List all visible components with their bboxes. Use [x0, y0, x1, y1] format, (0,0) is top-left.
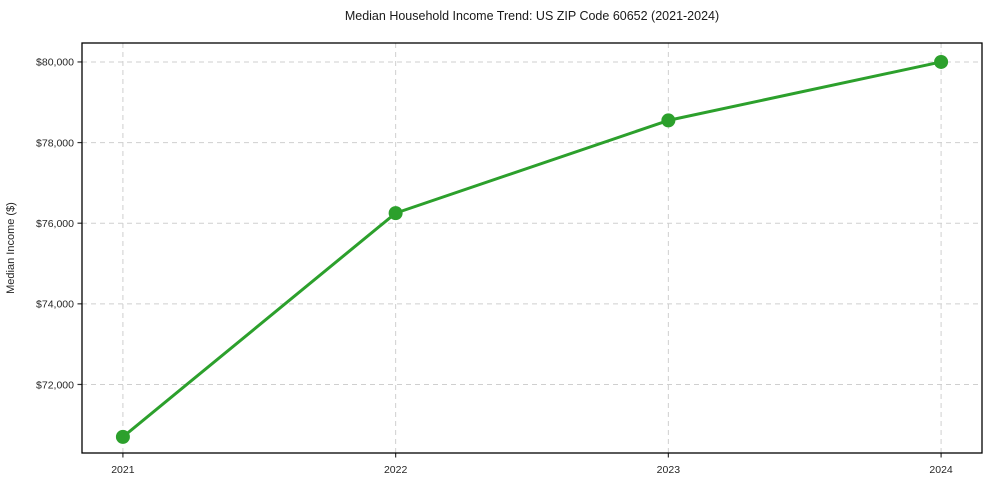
y-tick-label: $74,000	[36, 299, 74, 311]
y-tick-label: $72,000	[36, 379, 74, 391]
x-tick-label: 2021	[111, 464, 135, 476]
y-tick-labels: $72,000 $74,000 $76,000 $78,000 $80,000	[36, 57, 74, 392]
data-point	[115, 429, 130, 444]
trend-line	[121, 60, 943, 439]
axis-ticks	[77, 61, 942, 458]
y-axis-label: Median Income ($)	[5, 202, 17, 294]
x-tick-label: 2022	[384, 464, 408, 476]
data-points	[115, 54, 949, 444]
y-tick-label: $76,000	[36, 218, 74, 230]
chart-title: Median Household Income Trend: US ZIP Co…	[345, 9, 719, 23]
x-tick-labels: 2021 2022 2023 2024	[111, 464, 953, 476]
x-tick-label: 2023	[657, 464, 681, 476]
y-tick-label: $78,000	[36, 137, 74, 149]
data-point	[388, 206, 403, 221]
plot-border	[81, 42, 983, 454]
data-point	[934, 54, 949, 69]
x-tick-label: 2024	[929, 464, 953, 476]
y-tick-label: $80,000	[36, 57, 74, 69]
data-point	[661, 113, 676, 128]
gridlines	[82, 43, 982, 453]
